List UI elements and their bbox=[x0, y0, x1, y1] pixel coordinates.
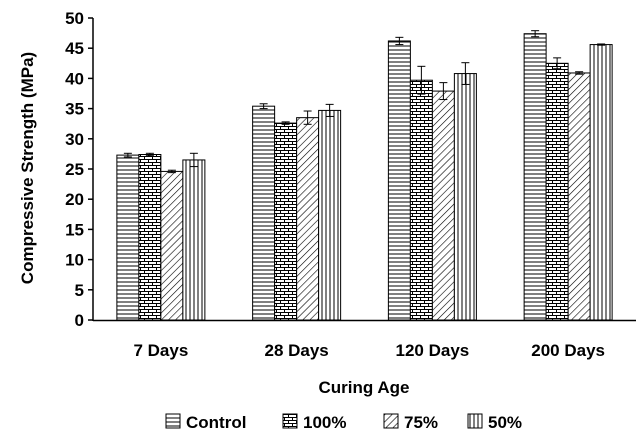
bars-group bbox=[116, 33, 613, 321]
y-tick-label: 45 bbox=[65, 39, 84, 58]
legend-label: 50% bbox=[488, 413, 522, 432]
y-tick-label: 35 bbox=[65, 100, 84, 119]
bar-50pct-1 bbox=[318, 109, 342, 321]
x-tick-label: 120 Days bbox=[396, 341, 470, 360]
x-tick-label: 200 Days bbox=[531, 341, 605, 360]
x-axis-title: Curing Age bbox=[319, 378, 410, 397]
bar-100pct-0 bbox=[138, 154, 162, 321]
y-axis-title: Compressive Strength (MPa) bbox=[18, 52, 37, 284]
y-tick-label: 10 bbox=[65, 251, 84, 270]
legend: Control 100% 75% 50% bbox=[165, 413, 522, 432]
bar-75pct-3 bbox=[567, 72, 591, 321]
bar-75pct-2 bbox=[431, 90, 455, 321]
bar-100pct-1 bbox=[274, 122, 298, 321]
bar-control-2 bbox=[387, 40, 411, 321]
legend-swatch bbox=[467, 413, 483, 429]
bar-control-3 bbox=[523, 33, 547, 321]
y-axis-ticks: 0 5 10 15 20 25 30 35 40 45 50 bbox=[65, 9, 93, 330]
y-tick-label: 30 bbox=[65, 130, 84, 149]
bar-100pct-3 bbox=[545, 62, 569, 321]
bar-75pct-0 bbox=[160, 170, 184, 321]
y-tick-label: 5 bbox=[75, 281, 84, 300]
legend-swatch bbox=[282, 413, 298, 429]
y-tick-label: 0 bbox=[75, 311, 84, 330]
legend-label: Control bbox=[186, 413, 246, 432]
x-axis-ticks: 7 Days 28 Days 120 Days 200 Days bbox=[133, 341, 605, 360]
y-tick-label: 50 bbox=[65, 9, 84, 28]
x-tick-label: 7 Days bbox=[133, 341, 188, 360]
legend-swatch bbox=[165, 413, 181, 429]
legend-label: 100% bbox=[303, 413, 346, 432]
y-tick-label: 25 bbox=[65, 160, 84, 179]
y-tick-label: 20 bbox=[65, 190, 84, 209]
bar-75pct-1 bbox=[296, 117, 320, 321]
legend-swatch bbox=[383, 413, 399, 429]
bar-control-1 bbox=[252, 105, 276, 321]
bar-50pct-2 bbox=[453, 73, 477, 321]
error-bars-group bbox=[123, 30, 606, 174]
bar-100pct-2 bbox=[409, 79, 433, 321]
y-tick-label: 15 bbox=[65, 220, 84, 239]
x-tick-label: 28 Days bbox=[264, 341, 328, 360]
legend-label: 75% bbox=[404, 413, 438, 432]
y-tick-label: 40 bbox=[65, 69, 84, 88]
bar-control-0 bbox=[116, 154, 140, 321]
bar-50pct-3 bbox=[589, 44, 613, 321]
bar-50pct-0 bbox=[182, 159, 206, 321]
